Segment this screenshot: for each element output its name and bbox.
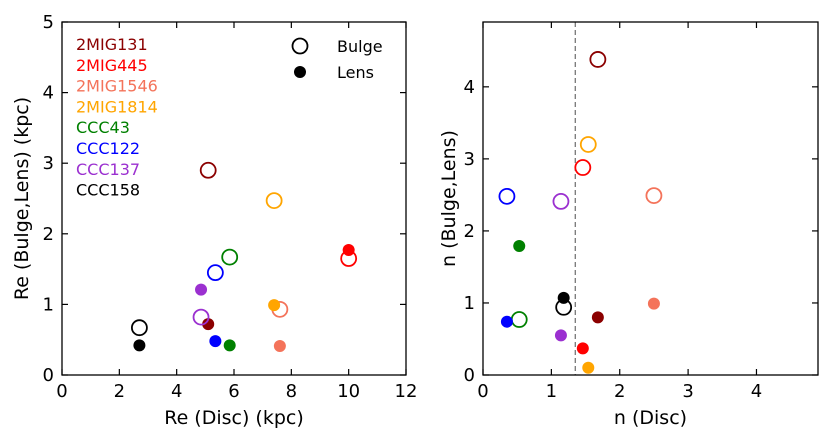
right-xtick-label: 1 [546, 381, 557, 402]
legend-marker-filled [294, 66, 306, 78]
right-xlabel: n (Disc) [614, 407, 687, 429]
galaxy-legend-entry: CCC43 [76, 118, 130, 137]
left-point-lens [223, 339, 236, 352]
right-point-lens [647, 297, 660, 310]
left-ytick-label: 0 [43, 365, 54, 386]
left-ytick-label: 5 [43, 12, 54, 33]
left-point-bulge [192, 308, 210, 326]
right-xtick-label: 3 [682, 381, 693, 402]
legend-marker-open [291, 37, 309, 55]
left-point-bulge [206, 264, 224, 282]
right-point-bulge [645, 187, 663, 205]
right-ytick-label: 2 [464, 221, 475, 242]
left-point-lens [202, 318, 215, 331]
left-xtick-label: 6 [228, 381, 239, 402]
panel-right: 0 1 2 3 4 0 1 2 3 4 n (Disc) n (Bulge,Lens) [438, 21, 819, 429]
galaxy-legend-entry: 2MIG1814 [76, 97, 158, 116]
right-point-bulge [498, 187, 516, 205]
left-xtick-label: 4 [171, 381, 182, 402]
galaxy-legend-entry: CCC158 [76, 181, 140, 200]
right-point-bulge [574, 159, 592, 176]
right-point-lens [582, 361, 595, 374]
right-point-lens [500, 315, 513, 328]
right-axes-frame [482, 21, 819, 376]
right-ytick-label: 4 [464, 77, 475, 98]
left-xtick-label: 8 [286, 381, 297, 402]
right-point-lens [554, 329, 567, 342]
left-ylabel: Re (Bulge,Lens) (kpc) [11, 97, 33, 300]
left-point-lens [342, 244, 355, 257]
left-point-lens [133, 339, 146, 352]
left-ytick-label: 2 [43, 224, 54, 245]
right-point-bulge [552, 192, 570, 210]
left-xtick-label: 2 [114, 381, 125, 402]
left-point-bulge [130, 319, 148, 337]
left-xlabel: Re (Disc) (kpc) [164, 407, 304, 429]
left-xtick-label: 10 [337, 381, 360, 402]
right-point-lens [576, 342, 589, 355]
left-point-lens [209, 335, 222, 348]
right-point-bulge [589, 51, 607, 68]
right-xtick-label: 4 [751, 381, 762, 402]
galaxy-legend-entry: 2MIG1546 [76, 77, 158, 96]
right-ytick-label: 0 [464, 365, 475, 386]
right-point-lens [513, 240, 526, 253]
right-ytick-label: 3 [464, 149, 475, 170]
left-xtick-label: 12 [395, 381, 418, 402]
galaxy-legend-entry: 2MIG445 [76, 56, 148, 75]
right-xtick-label: 2 [614, 381, 625, 402]
right-ylabel: n (Bulge,Lens) [438, 130, 460, 267]
right-ytick-label: 1 [464, 293, 475, 314]
galaxy-legend-entry: CCC137 [76, 160, 140, 179]
left-point-lens [268, 299, 281, 312]
galaxy-legend-entry: 2MIG131 [76, 35, 148, 54]
right-point-bulge [579, 136, 597, 153]
left-point-bulge [265, 192, 283, 210]
left-point-bulge [199, 161, 217, 179]
right-xtick-label: 0 [477, 381, 488, 402]
left-ytick-label: 4 [43, 83, 54, 104]
right-point-bulge [510, 311, 528, 328]
left-point-lens [195, 283, 208, 296]
galaxy-legend-entry: CCC122 [76, 139, 140, 158]
right-point-lens [591, 311, 604, 324]
legend-marker-label: Lens [337, 63, 374, 82]
left-point-bulge [221, 248, 239, 266]
left-point-lens [273, 340, 286, 353]
left-ytick-label: 3 [43, 153, 54, 174]
right-point-lens [557, 291, 570, 304]
legend-marker-label: Bulge [337, 37, 383, 56]
left-xtick-label: 0 [56, 381, 67, 402]
left-ytick-label: 1 [43, 294, 54, 315]
